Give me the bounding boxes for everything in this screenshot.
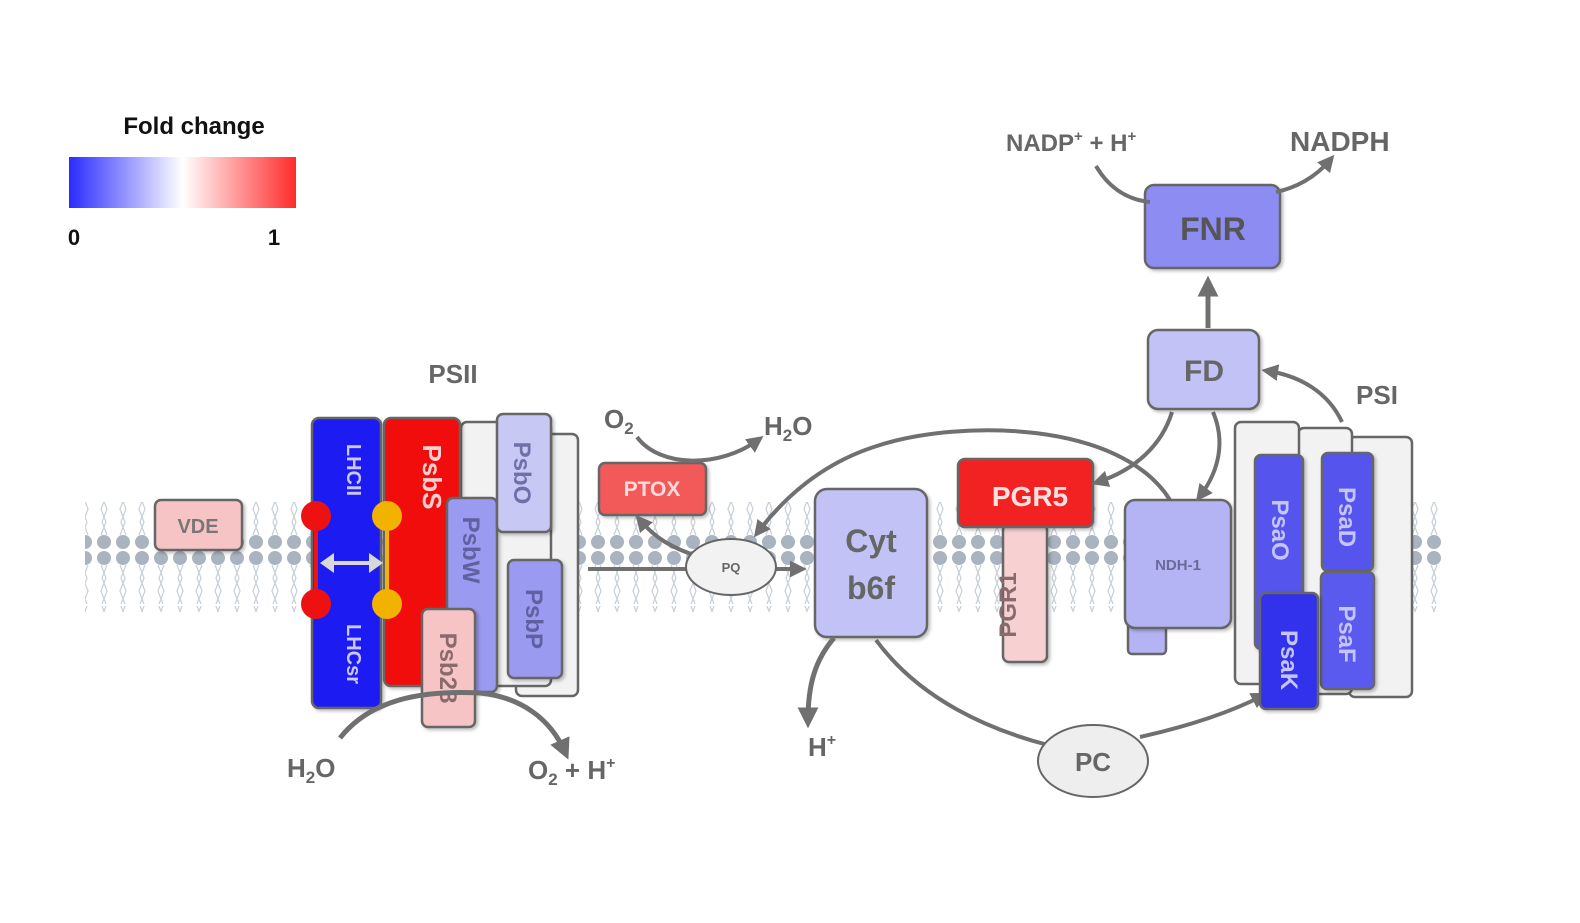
nadp-label: NADP+ + H+ — [1006, 128, 1136, 157]
double-arrow-left-head — [320, 553, 334, 573]
svg-text:PGR1: PGR1 — [995, 572, 1022, 637]
svg-text:Cyt: Cyt — [845, 523, 897, 559]
water-splitting-arrow — [338, 690, 570, 760]
pq-pool: PQ — [685, 538, 777, 596]
svg-text:H+: H+ — [808, 732, 836, 762]
svg-text:PsbS: PsbS — [417, 444, 447, 509]
legend: Fold change 0 1 — [68, 113, 296, 250]
lhcsr-label: LHCsr — [342, 624, 364, 684]
nadp-reduction-arrow — [1094, 160, 1330, 204]
fd-protein: FD — [1146, 328, 1261, 411]
psaf-protein: PsaF — [1319, 570, 1376, 691]
svg-text:FD: FD — [1184, 355, 1224, 388]
svg-text:VDE: VDE — [177, 516, 218, 538]
lutein-marker-top — [301, 501, 331, 531]
psad-protein: PsaD — [1320, 451, 1375, 573]
svg-text:PsbO: PsbO — [508, 442, 535, 505]
h2o-bottom-label: H2O — [287, 753, 335, 787]
svg-text:PsaD: PsaD — [1333, 487, 1360, 547]
ndh1-complex: NDH-1 — [1123, 498, 1233, 656]
svg-text:O2 + H+: O2 + H+ — [528, 755, 615, 789]
svg-text:PQ: PQ — [722, 560, 741, 575]
svg-text:PsbW: PsbW — [457, 517, 484, 584]
ptox-o2-to-h2o-arrow — [635, 435, 764, 463]
svg-text:PC: PC — [1075, 747, 1111, 777]
svg-text:NADP+ + H+: NADP+ + H+ — [1006, 128, 1136, 157]
zeaxanthin-marker-top — [372, 501, 402, 531]
svg-text:PsaK: PsaK — [1275, 630, 1302, 691]
pc-to-psi-arrow — [1139, 692, 1268, 739]
svg-text:PsaF: PsaF — [1333, 605, 1360, 662]
fnr-enzyme: FNR — [1143, 183, 1282, 270]
svg-text:PsbP: PsbP — [520, 589, 547, 649]
svg-text:H2O: H2O — [764, 411, 812, 445]
psii-label: PSII — [428, 359, 477, 389]
pc-protein: PC — [1037, 724, 1149, 798]
svg-text:PsaO: PsaO — [1266, 499, 1293, 560]
psi-to-fd-arrow — [1261, 364, 1344, 423]
h2o-top-label: H2O — [764, 411, 812, 445]
psi-label: PSI — [1356, 380, 1398, 410]
svg-text:H2O: H2O — [287, 753, 335, 787]
svg-text:b6f: b6f — [847, 570, 895, 606]
cyt-to-pc-arc — [874, 638, 1049, 747]
lutein-marker-bottom — [301, 589, 331, 619]
zeaxanthin-marker-bottom — [372, 589, 402, 619]
o2-hplus-bottom-label: O2 + H+ — [528, 755, 615, 789]
psbp-protein: PsbP — [506, 558, 564, 680]
double-arrow-right-head — [369, 553, 383, 573]
hplus-label: H+ — [808, 732, 836, 762]
svg-text:NDH-1: NDH-1 — [1155, 557, 1201, 574]
legend-title: Fold change — [123, 113, 264, 140]
fd-to-ndh1-arrow — [1195, 411, 1222, 502]
pigment-exchange-markers — [301, 501, 402, 619]
cyt-to-hplus-arrow — [797, 636, 836, 729]
cyt-b6f-complex: Cyt b6f — [813, 487, 929, 639]
legend-color-bar — [69, 157, 296, 208]
svg-text:FNR: FNR — [1180, 211, 1246, 247]
psb28-protein: Psb28 — [420, 607, 477, 729]
pgr1-protein: PGR1 — [995, 522, 1049, 664]
cyclic-flow-arc — [753, 428, 1172, 538]
lhcii-label: LHCII — [342, 444, 364, 496]
svg-text:O2: O2 — [604, 404, 634, 438]
vde-protein: VDE — [153, 498, 244, 552]
o2-top-label: O2 — [604, 404, 634, 438]
svg-text:PTOX: PTOX — [624, 478, 681, 501]
nadph-label: NADPH — [1290, 126, 1390, 157]
psbo-protein: PsbO — [495, 412, 553, 534]
svg-text:PGR5: PGR5 — [992, 481, 1068, 512]
pgr5-protein: PGR5 — [956, 457, 1095, 529]
legend-max-label: 1 — [268, 225, 280, 250]
fd-to-pgr5-arrow — [1091, 411, 1174, 487]
legend-min-label: 0 — [68, 225, 80, 250]
ptox-protein: PTOX — [597, 461, 708, 517]
psak-protein: PsaK — [1258, 591, 1320, 711]
